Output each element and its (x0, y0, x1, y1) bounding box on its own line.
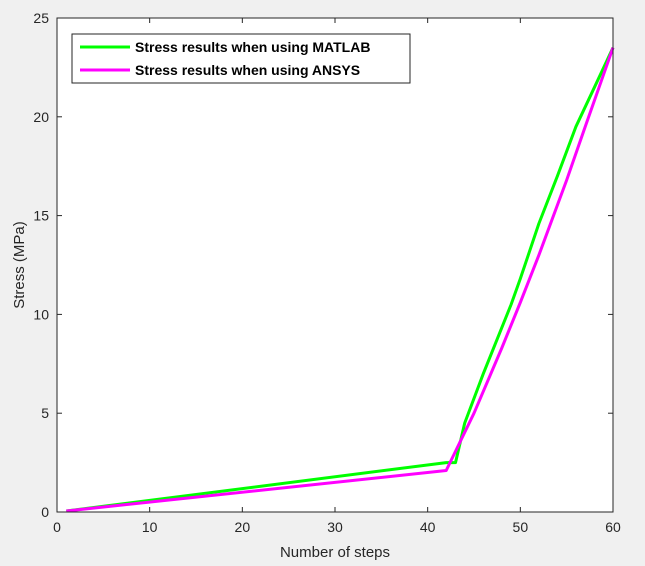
series-lines (66, 46, 615, 513)
legend-box (71, 33, 411, 84)
x-tick-label: 30 (327, 519, 343, 535)
x-tick-label: 50 (513, 519, 529, 535)
y-tick-label: 0 (41, 504, 49, 520)
x-tick-labels: 0 10 20 30 40 50 60 (53, 519, 621, 535)
x-tick-label: 10 (142, 519, 158, 535)
axes (56, 17, 614, 513)
legend-entry-ansys: Stress results when using ANSYS (135, 62, 360, 78)
y-tick-label: 25 (33, 10, 49, 26)
y-tick-labels: 0 5 10 15 20 25 (33, 10, 49, 520)
legend-entry-matlab: Stress results when using MATLAB (135, 39, 370, 55)
series-line-1 (66, 47, 615, 513)
x-tick-label: 40 (420, 519, 436, 535)
y-tick-label: 20 (33, 109, 49, 125)
legend: Stress results when using MATLAB Stress … (71, 33, 411, 84)
plot-area (57, 18, 613, 512)
x-tick-label: 20 (235, 519, 251, 535)
series-line-0 (66, 46, 615, 513)
x-axis-label: Number of steps (280, 544, 390, 561)
x-tick-label: 60 (605, 519, 621, 535)
y-tick-label: 10 (33, 306, 49, 322)
y-axis-label: Stress (MPa) (11, 221, 28, 309)
y-tick-label: 5 (41, 405, 49, 421)
y-tick-label: 15 (33, 208, 49, 224)
x-tick-label: 0 (53, 519, 61, 535)
